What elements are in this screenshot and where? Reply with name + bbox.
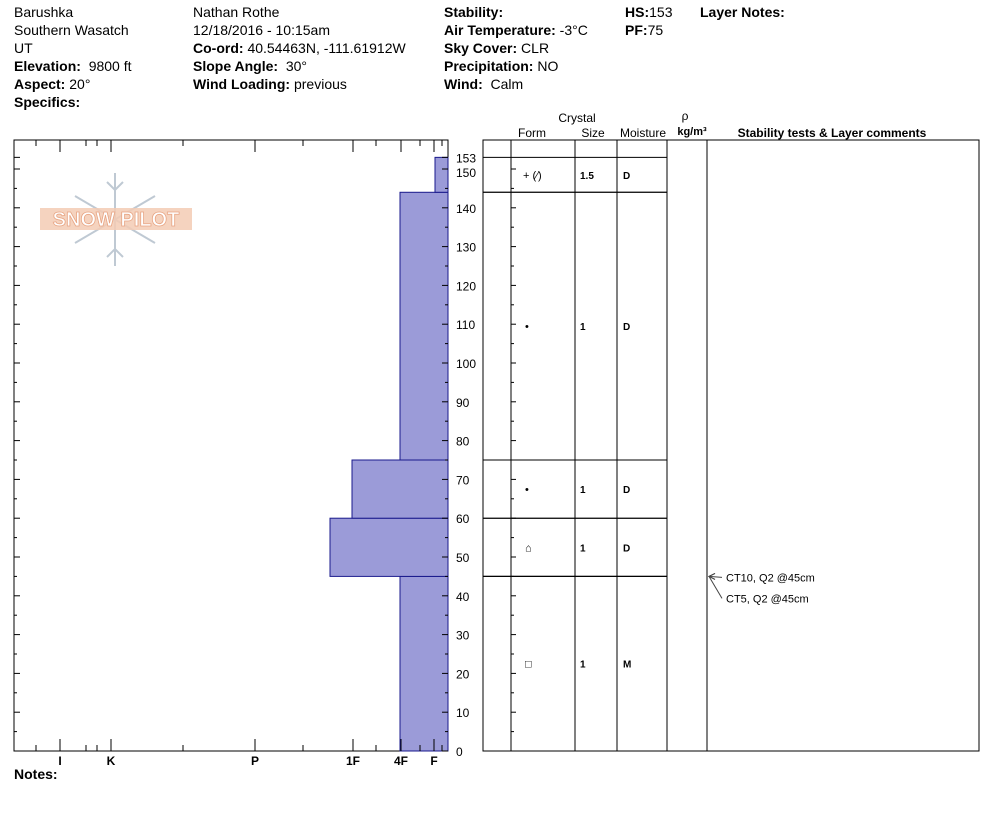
layer-grain-size: 1 [580, 660, 586, 671]
hardness-tick-label: P [251, 754, 259, 768]
stability-test-label: CT5, Q2 @45cm [726, 593, 809, 605]
layer-table-frame [482, 139, 980, 752]
stability-tests-header: Stability tests & Layer comments [738, 126, 927, 140]
stability-test-arrow-icon [707, 572, 716, 580]
depth-tick-label: 20 [456, 667, 470, 681]
layer-grain-size: 1 [580, 322, 586, 333]
header-observer-column: Nathan Rothe 12/18/2016 - 10:15am Co-ord… [193, 3, 406, 93]
hardness-bars [329, 156, 449, 752]
sky-cover: Sky Cover: CLR [444, 40, 550, 56]
layer-grain-form: + (⁄) [523, 170, 542, 182]
foot-penetration: PF:75 [625, 22, 664, 38]
elevation: Elevation: 9800 ft [14, 58, 132, 74]
hardness-tick-label: I [58, 754, 61, 768]
depth-tick-label: 80 [456, 435, 470, 449]
depth-tick-label: 120 [456, 279, 476, 293]
depth-tick-label: 0 [456, 745, 463, 759]
depth-tick-label: 140 [456, 202, 476, 216]
size-header: Size [581, 126, 605, 140]
crystal-header: Crystal [558, 111, 595, 125]
hardness-tick-label: F [430, 754, 437, 768]
depth-tick-label: 30 [456, 629, 470, 643]
depth-tick-label: 70 [456, 473, 470, 487]
layer-moisture: D [623, 543, 630, 554]
layer-grain-size: 1 [580, 485, 586, 496]
layer-moisture: D [623, 322, 630, 333]
air-temperature: Air Temperature: -3°C [444, 22, 588, 38]
density-unit-header: kg/m³ [677, 126, 707, 138]
logo-text: SNOW PILOT [53, 209, 180, 231]
layer-grain-size: 1 [580, 543, 586, 554]
aspect: Aspect: 20° [14, 76, 91, 92]
depth-tick-label: 60 [456, 512, 470, 526]
logo-band [40, 208, 192, 230]
layer-table-depth-ticks [511, 168, 516, 752]
state: UT [14, 40, 33, 56]
header-snow-column: HS:153 PF:75 [625, 3, 672, 39]
depth-tick-label: 100 [456, 357, 476, 371]
wind: Wind: Calm [444, 76, 524, 92]
stability-test-leader [708, 575, 723, 578]
hardness-bar [351, 459, 449, 519]
specifics: Specifics: [14, 94, 81, 110]
stability-test-annotations: CT10, Q2 @45cm CT5, Q2 @45cm [707, 572, 815, 605]
layer-grain-form: □ [525, 659, 532, 671]
wind-loading: Wind Loading: previous [193, 76, 347, 92]
layer-grain-form: ⌂ [525, 542, 532, 554]
depth-tick-label: 90 [456, 396, 470, 410]
density-symbol-header: ρ [682, 109, 689, 123]
header-weather-column: Stability: Air Temperature: -3°C Sky Cov… [444, 3, 588, 93]
depth-tick-label: 50 [456, 551, 470, 565]
layer-grain-form: • [525, 484, 529, 496]
header-site-column: Barushka Southern Wasatch UT Elevation: … [14, 3, 132, 111]
notes-label: Notes: [14, 766, 58, 782]
mountain-range: Southern Wasatch [14, 22, 129, 38]
layer-moisture: D [623, 485, 630, 496]
hardness-tick-label: 4F [394, 754, 408, 768]
depth-tick-label: 110 [456, 318, 475, 332]
stability: Stability: [444, 4, 504, 20]
hardness-bar [434, 156, 449, 193]
slope-angle: Slope Angle: 30° [193, 58, 307, 74]
depth-tick-label: 153 [456, 151, 476, 165]
stability-test-label: CT10, Q2 @45cm [726, 572, 815, 584]
hardness-bar [329, 517, 449, 577]
layer-grain-form: • [525, 321, 529, 333]
layer-table-column-dividers [510, 140, 708, 751]
precipitation: Precipitation: NO [444, 58, 559, 74]
layer-notes-heading: Layer Notes: [700, 4, 785, 20]
total-snow-height: HS:153 [625, 4, 673, 20]
hardness-axis: I K P 1F 4F F [35, 140, 443, 768]
form-header: Form [518, 126, 546, 140]
stability-test-leader [708, 576, 723, 599]
hardness-bar [399, 575, 449, 752]
hardness-tick-label: 1F [346, 754, 360, 768]
observer-name: Nathan Rothe [193, 4, 280, 20]
hardness-bar [399, 191, 449, 461]
layer-moisture: D [623, 171, 630, 182]
depth-tick-label: 40 [456, 590, 470, 604]
depth-tick-label: 150 [456, 166, 476, 180]
hardness-panel-frame [13, 139, 449, 752]
site-name: Barushka [14, 4, 74, 20]
moisture-header: Moisture [620, 126, 666, 140]
hardness-tick-label: K [107, 754, 116, 768]
depth-tick-label: 10 [456, 706, 470, 720]
coordinates: Co-ord: 40.54463N, -111.61912W [193, 40, 406, 56]
layer-grain-size: 1.5 [580, 171, 594, 182]
observation-datetime: 12/18/2016 - 10:15am [193, 22, 330, 38]
snowpilot-logo: SNOW PILOT [40, 173, 192, 266]
depth-tick-label: 130 [456, 241, 476, 255]
layer-moisture: M [623, 660, 631, 671]
